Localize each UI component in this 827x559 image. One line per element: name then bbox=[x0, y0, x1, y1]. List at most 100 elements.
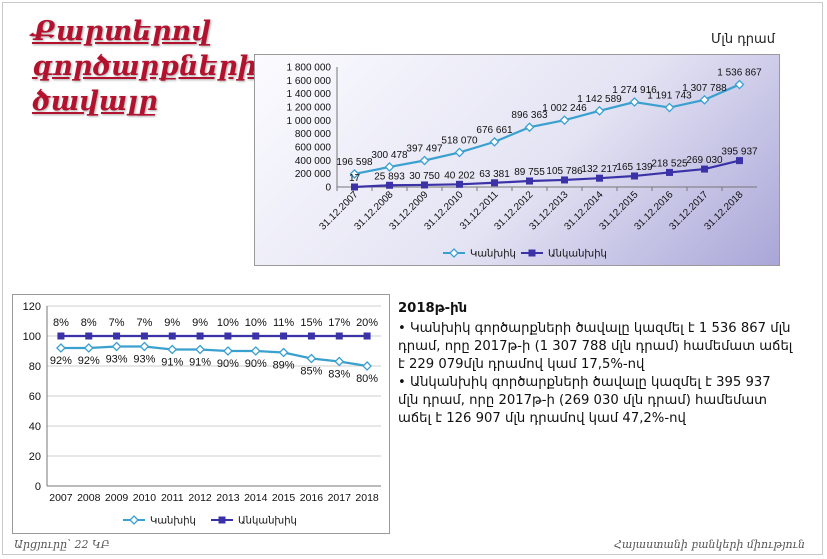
share-chart: 0 20 40 60 80 100 120 2007 2008 2009 2010 2011 2012 2… bbox=[12, 294, 390, 534]
data-point bbox=[252, 332, 260, 340]
data-point bbox=[307, 332, 315, 340]
x-tick-label: 2013 bbox=[216, 492, 240, 504]
data-point bbox=[491, 179, 498, 187]
data-label: 1 536 867 bbox=[717, 68, 762, 79]
data-label: 93% bbox=[133, 354, 155, 366]
y-tick-label: 60 bbox=[29, 391, 41, 403]
x-tick-label: 2008 bbox=[77, 492, 101, 504]
data-label: 90% bbox=[217, 358, 239, 370]
x-tick-label: 2007 bbox=[49, 492, 73, 504]
x-tick-label: 2018 bbox=[355, 492, 379, 504]
data-point bbox=[594, 105, 605, 116]
data-point bbox=[419, 155, 430, 166]
data-point bbox=[168, 332, 176, 340]
data-label: 395 937 bbox=[721, 147, 758, 158]
x-tick-label: 2011 bbox=[161, 492, 184, 504]
data-label: 91% bbox=[189, 357, 211, 369]
data-point bbox=[55, 343, 66, 353]
x-tick-label: 2009 bbox=[105, 492, 129, 504]
data-point bbox=[167, 344, 178, 355]
legend-marker bbox=[218, 516, 226, 524]
summary-note: 2018թ-ին • Կանխիկ գործարքների ծավալը կազ… bbox=[398, 300, 793, 428]
summary-heading: 2018թ-ին bbox=[398, 301, 468, 316]
y-tick-label: 1 000 000 bbox=[287, 116, 332, 127]
data-label: 196 598 bbox=[336, 157, 373, 168]
data-point bbox=[351, 183, 358, 191]
unit-label: Մլն դրամ bbox=[711, 32, 775, 47]
data-label: 80% bbox=[356, 373, 378, 385]
x-tick-label: 2010 bbox=[133, 492, 157, 504]
y-tick-label: 120 bbox=[23, 301, 41, 313]
data-label: 10% bbox=[245, 317, 267, 329]
y-tick-label: 200 000 bbox=[295, 169, 332, 180]
y-tick-label: 40 bbox=[29, 421, 41, 433]
data-point bbox=[139, 341, 150, 352]
data-label: 1 274 916 bbox=[612, 85, 657, 96]
data-point bbox=[664, 102, 675, 113]
data-point bbox=[111, 341, 122, 352]
legend-marker bbox=[528, 249, 536, 257]
series-line-cashless bbox=[354, 159, 740, 189]
data-label: 7% bbox=[136, 317, 152, 329]
legend-marker bbox=[129, 515, 139, 525]
y-tick-label: 0 bbox=[325, 183, 331, 194]
data-label: 218 525 bbox=[651, 158, 688, 169]
data-label: 8% bbox=[53, 317, 69, 329]
data-point bbox=[629, 97, 640, 107]
data-label: 11% bbox=[273, 317, 294, 329]
data-point bbox=[559, 115, 570, 126]
data-point bbox=[421, 181, 428, 189]
data-point bbox=[384, 162, 395, 172]
data-point bbox=[196, 332, 204, 340]
data-point bbox=[596, 174, 603, 182]
x-tick-label: 2012 bbox=[188, 492, 212, 504]
volume-chart-svg: 0 200 000 400 000 600 000 800 000 1 000 000 1 … bbox=[287, 63, 763, 260]
data-label: 896 363 bbox=[511, 110, 548, 121]
data-point bbox=[113, 332, 121, 340]
x-tick-label: 2016 bbox=[300, 492, 324, 504]
data-label: 40 202 bbox=[444, 170, 475, 181]
summary-cash: • Կանխիկ գործարքների ծավալը կազմել է 1 5… bbox=[398, 321, 793, 372]
data-label: 92% bbox=[50, 355, 72, 367]
slide-title: Քարտերով գործարքների ծավալը bbox=[32, 16, 258, 117]
data-label: 63 381 bbox=[479, 169, 510, 180]
summary-cashless: • Անկանխիկ գործարքների ծավալը կազմել է 3… bbox=[398, 375, 771, 426]
data-label: 30 750 bbox=[409, 171, 440, 182]
data-label: 83% bbox=[328, 369, 350, 381]
data-point bbox=[224, 332, 232, 340]
data-point bbox=[334, 356, 345, 367]
data-point bbox=[250, 346, 261, 356]
data-point bbox=[524, 122, 535, 133]
data-label: 1 002 246 bbox=[542, 103, 587, 114]
data-label: 518 070 bbox=[441, 135, 478, 146]
data-label: 85% bbox=[300, 366, 322, 378]
y-tick-label: 0 bbox=[35, 481, 41, 493]
data-label: 7% bbox=[109, 317, 125, 329]
data-label: 17% bbox=[328, 317, 350, 329]
data-label: 91% bbox=[161, 357, 183, 369]
data-label: 89% bbox=[273, 360, 295, 372]
data-point bbox=[454, 147, 465, 158]
y-tick-label: 600 000 bbox=[295, 143, 332, 154]
footer-source: Արցյուրը՝ 22 ԿԲ bbox=[14, 538, 110, 551]
data-point bbox=[306, 353, 317, 364]
data-point bbox=[57, 332, 65, 340]
data-label: 25 893 bbox=[374, 171, 405, 182]
data-point bbox=[666, 168, 673, 176]
data-label: 92% bbox=[78, 355, 100, 367]
volume-chart: 0 200 000 400 000 600 000 800 000 1 000 000 1 … bbox=[254, 54, 780, 266]
data-point bbox=[631, 172, 638, 180]
data-label: 9% bbox=[164, 317, 180, 329]
data-label: 269 030 bbox=[686, 155, 723, 166]
legend-label: Անկանխիկ bbox=[238, 516, 297, 527]
data-point bbox=[280, 332, 288, 340]
x-tick-label: 2015 bbox=[272, 492, 296, 504]
data-label: 17 bbox=[349, 173, 361, 184]
data-label: 15% bbox=[300, 317, 322, 329]
data-label: 90% bbox=[245, 358, 267, 370]
data-label: 1 142 589 bbox=[577, 94, 622, 105]
y-tick-label: 80 bbox=[29, 361, 41, 373]
data-point bbox=[526, 177, 533, 185]
data-label: 20% bbox=[356, 317, 378, 329]
